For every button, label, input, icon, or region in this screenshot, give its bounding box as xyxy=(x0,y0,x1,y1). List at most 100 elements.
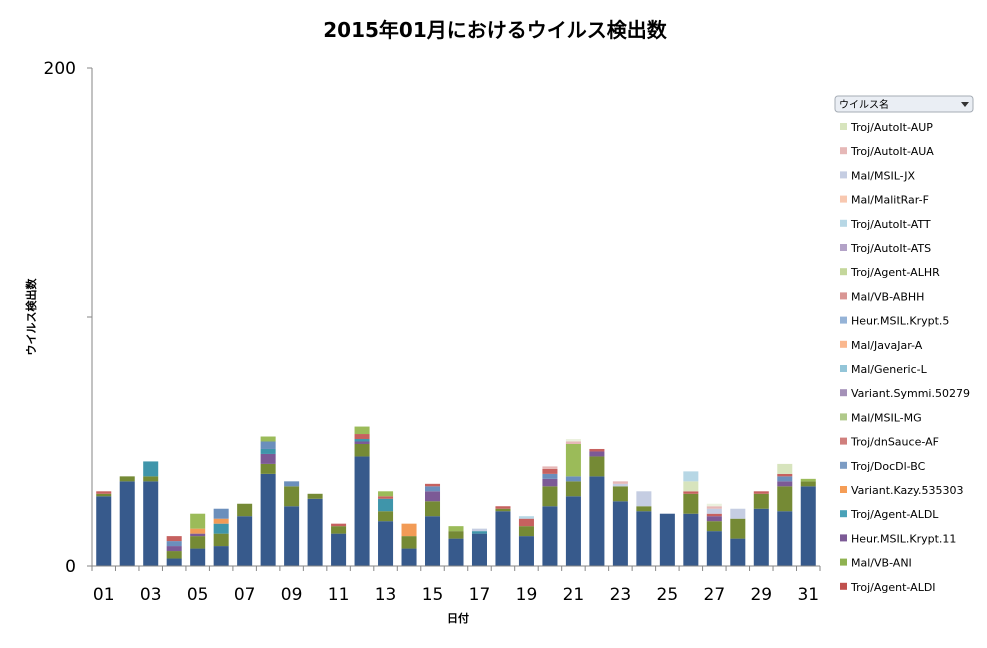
legend-item[interactable]: Mal/JavaJar-A xyxy=(840,339,923,352)
bar-segment xyxy=(166,558,182,566)
bar-segment xyxy=(518,536,534,566)
legend-swatch xyxy=(840,268,847,276)
y-tick-label: 200 xyxy=(44,59,76,79)
legend-item[interactable]: Heur.MSIL.Krypt.5 xyxy=(840,315,949,328)
x-tick-label: 25 xyxy=(657,585,679,605)
bar-segment xyxy=(730,538,746,566)
bar-segment xyxy=(260,473,276,566)
bar-segment xyxy=(213,533,229,547)
legend-swatch xyxy=(840,437,847,445)
x-tick-label: 03 xyxy=(140,585,162,605)
bar-segment xyxy=(401,536,417,549)
legend-item[interactable]: Mal/MalitRar-F xyxy=(840,194,929,207)
legend-item[interactable]: Mal/VB-ABHH xyxy=(840,290,924,303)
legend-item[interactable]: Troj/AutoIt-ATS xyxy=(840,242,931,255)
legend-item[interactable]: Troj/AutoIt-AUA xyxy=(840,145,934,158)
legend-swatch xyxy=(840,195,847,203)
legend-item[interactable]: Troj/DocDl-BC xyxy=(840,460,926,473)
bar-segment xyxy=(143,461,159,477)
legend-swatch xyxy=(840,340,847,348)
x-tick-label: 29 xyxy=(750,585,772,605)
bar-segment xyxy=(542,473,558,479)
legend-item[interactable]: Variant.Symmi.50279 xyxy=(840,387,970,400)
bar-segment xyxy=(495,511,511,566)
bar-segment xyxy=(354,443,370,457)
bar-segment xyxy=(659,513,675,566)
legend-label: Troj/AutoIt-ATS xyxy=(850,242,931,255)
legend-label: Mal/MSIL-MG xyxy=(851,411,922,424)
bar-segment xyxy=(471,528,487,532)
x-tick-label: 01 xyxy=(93,585,115,605)
bar-segment xyxy=(119,481,135,566)
bar-segment xyxy=(518,526,534,537)
bar-segment xyxy=(589,448,605,452)
legend-item[interactable]: Troj/AutoIt-AUP xyxy=(840,121,933,134)
bar-segment xyxy=(425,486,441,492)
x-tick-label: 07 xyxy=(234,585,256,605)
bar-segment xyxy=(448,526,464,532)
legend-swatch xyxy=(840,171,847,179)
y-axis-ticks: 0 200 xyxy=(44,59,92,577)
legend-swatch xyxy=(840,510,847,518)
bar-segment xyxy=(471,533,487,566)
bar-segment xyxy=(401,523,417,537)
legend-swatch xyxy=(840,558,847,566)
bar-segment xyxy=(612,483,628,487)
legend: ウイルス名 Troj/AutoIt-AUP Troj/AutoIt-AUA Mal/… xyxy=(834,95,974,594)
bar-segment xyxy=(800,486,816,566)
legend-item[interactable]: Mal/MSIL-JX xyxy=(840,169,915,182)
x-tick-label: 17 xyxy=(469,585,491,605)
x-axis-title: 日付 xyxy=(447,611,469,625)
legend-swatch xyxy=(840,389,847,397)
bar-segment xyxy=(425,501,441,517)
legend-item[interactable]: Mal/VB-ANI xyxy=(840,557,912,570)
legend-label: Mal/MSIL-JX xyxy=(851,169,915,182)
bar-segment xyxy=(777,463,793,474)
bar-segment xyxy=(96,496,112,566)
bar-segment xyxy=(190,513,206,529)
legend-item[interactable]: Heur.MSIL.Krypt.11 xyxy=(840,532,956,545)
legend-label: Troj/AutoIt-AUA xyxy=(850,145,934,158)
legend-item[interactable]: Mal/MSIL-MG xyxy=(840,411,922,424)
legend-items: Troj/AutoIt-AUP Troj/AutoIt-AUA Mal/MSIL-J… xyxy=(840,121,970,594)
bar-segment xyxy=(589,451,605,457)
legend-item[interactable]: Troj/Agent-ALDL xyxy=(840,508,939,521)
bar-segment xyxy=(518,516,534,519)
legend-swatch xyxy=(840,316,847,324)
bar-segment xyxy=(706,531,722,566)
legend-swatch xyxy=(840,292,847,300)
legend-swatch xyxy=(840,582,847,590)
bar-segment xyxy=(612,481,628,484)
bar-segment xyxy=(542,468,558,474)
bar-segment xyxy=(777,476,793,482)
legend-item[interactable]: Mal/Generic-L xyxy=(840,363,928,376)
legend-label: Mal/VB-ABHH xyxy=(851,290,924,303)
bar-segment xyxy=(166,546,182,552)
bar-segment xyxy=(777,481,793,487)
y-axis-title: ウイルス検出数 xyxy=(24,278,38,356)
legend-item[interactable]: Variant.Kazy.535303 xyxy=(840,484,963,497)
legend-item[interactable]: Troj/AutoIt-ATT xyxy=(840,218,931,231)
bar-segment xyxy=(495,508,511,512)
legend-label: Mal/MalitRar-F xyxy=(851,194,929,207)
legend-item[interactable]: Troj/Agent-ALHR xyxy=(840,266,940,279)
bar-segment xyxy=(284,506,300,566)
bar-segment xyxy=(706,506,722,509)
legend-item[interactable]: Troj/dnSauce-AF xyxy=(840,436,939,449)
bar-segment xyxy=(166,551,182,559)
bar-segment xyxy=(471,531,487,534)
legend-item[interactable]: Troj/Agent-ALDI xyxy=(840,581,936,594)
bar-segment xyxy=(565,481,581,497)
legend-label: Troj/Agent-ALHR xyxy=(850,266,940,279)
bar-segment xyxy=(213,518,229,524)
chevron-down-icon xyxy=(961,102,969,107)
bar-segment xyxy=(307,493,323,499)
bar-segment xyxy=(260,453,276,464)
legend-label: Mal/VB-ANI xyxy=(851,557,912,570)
legend-label: Mal/JavaJar-A xyxy=(851,339,923,352)
x-tick-label: 19 xyxy=(516,585,538,605)
bar-segment xyxy=(683,491,699,494)
bar-segment xyxy=(401,548,417,566)
legend-swatch xyxy=(840,244,847,251)
legend-filter-dropdown[interactable]: ウイルス名 xyxy=(834,95,974,113)
